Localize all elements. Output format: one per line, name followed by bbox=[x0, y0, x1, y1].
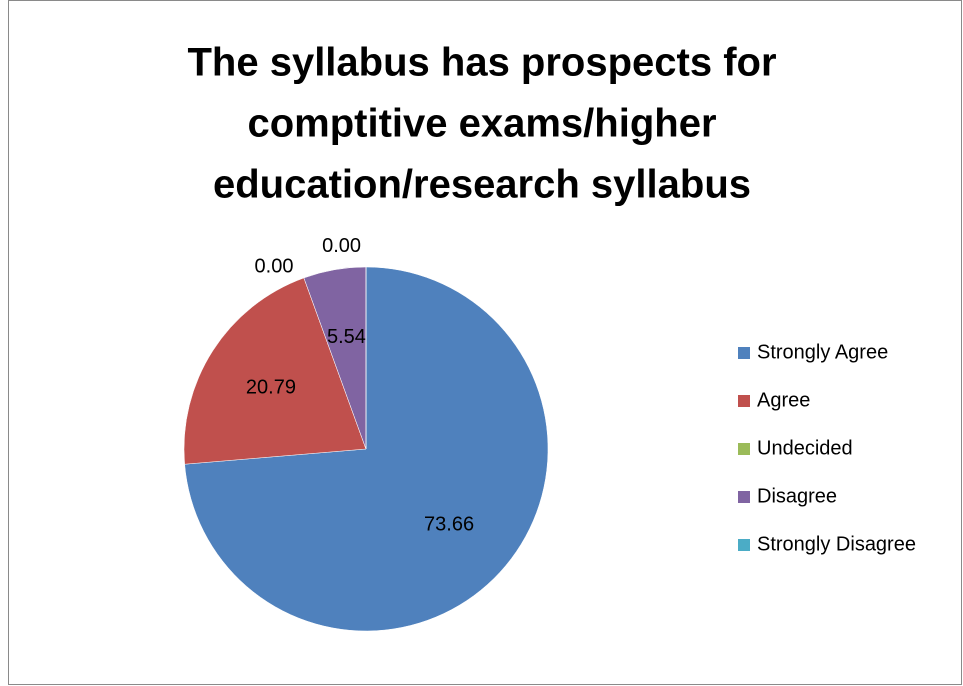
pie-slice bbox=[184, 266, 549, 632]
legend-swatch bbox=[738, 491, 750, 503]
chart-title: comptitive exams/higher bbox=[247, 102, 716, 146]
legend-label: Agree bbox=[757, 389, 810, 411]
legend-swatch bbox=[738, 443, 750, 455]
legend-swatch bbox=[738, 395, 750, 407]
data-label: 20.79 bbox=[246, 376, 296, 398]
data-label: 73.66 bbox=[424, 514, 474, 536]
legend-swatch bbox=[738, 539, 750, 551]
legend-swatch bbox=[738, 347, 750, 359]
legend-label: Undecided bbox=[757, 437, 853, 459]
data-label: 0.00 bbox=[255, 255, 294, 277]
legend-label: Strongly Disagree bbox=[757, 533, 916, 555]
chart-title: The syllabus has prospects for bbox=[187, 41, 776, 85]
data-label: 5.54 bbox=[327, 326, 366, 348]
pie-slice bbox=[183, 277, 367, 465]
legend-label: Strongly Agree bbox=[757, 341, 888, 363]
data-label: 0.00 bbox=[322, 235, 361, 257]
chart-title: education/research syllabus bbox=[213, 163, 751, 207]
legend-label: Disagree bbox=[757, 485, 837, 507]
